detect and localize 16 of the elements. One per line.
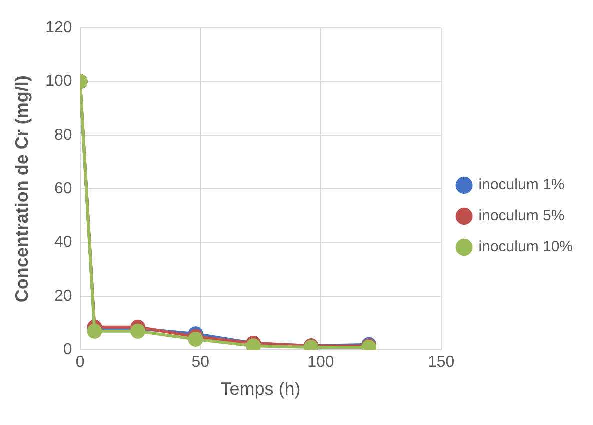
y-tick-label: 0 [63, 342, 72, 359]
y-tick-label: 40 [54, 234, 72, 252]
y-tick-label: 60 [54, 180, 72, 198]
x-axis-title: Temps (h) [220, 379, 301, 400]
y-tick-label: 120 [46, 19, 72, 36]
x-tick-label: 50 [192, 354, 210, 372]
legend-label: inoculum 5% [478, 208, 565, 225]
y-tick-label: 20 [54, 288, 72, 305]
legend-label: inoculum 10% [478, 238, 573, 256]
x-tick-label: 0 [76, 354, 85, 372]
x-tick-label: 150 [428, 354, 455, 372]
legend-label: inoculum 1% [478, 176, 565, 194]
y-tick-label: 100 [46, 73, 72, 90]
x-tick-label: 100 [308, 354, 334, 372]
y-tick-label: 80 [54, 126, 72, 144]
y-axis-title: Concentration de Cr (mg/l) [12, 76, 32, 303]
